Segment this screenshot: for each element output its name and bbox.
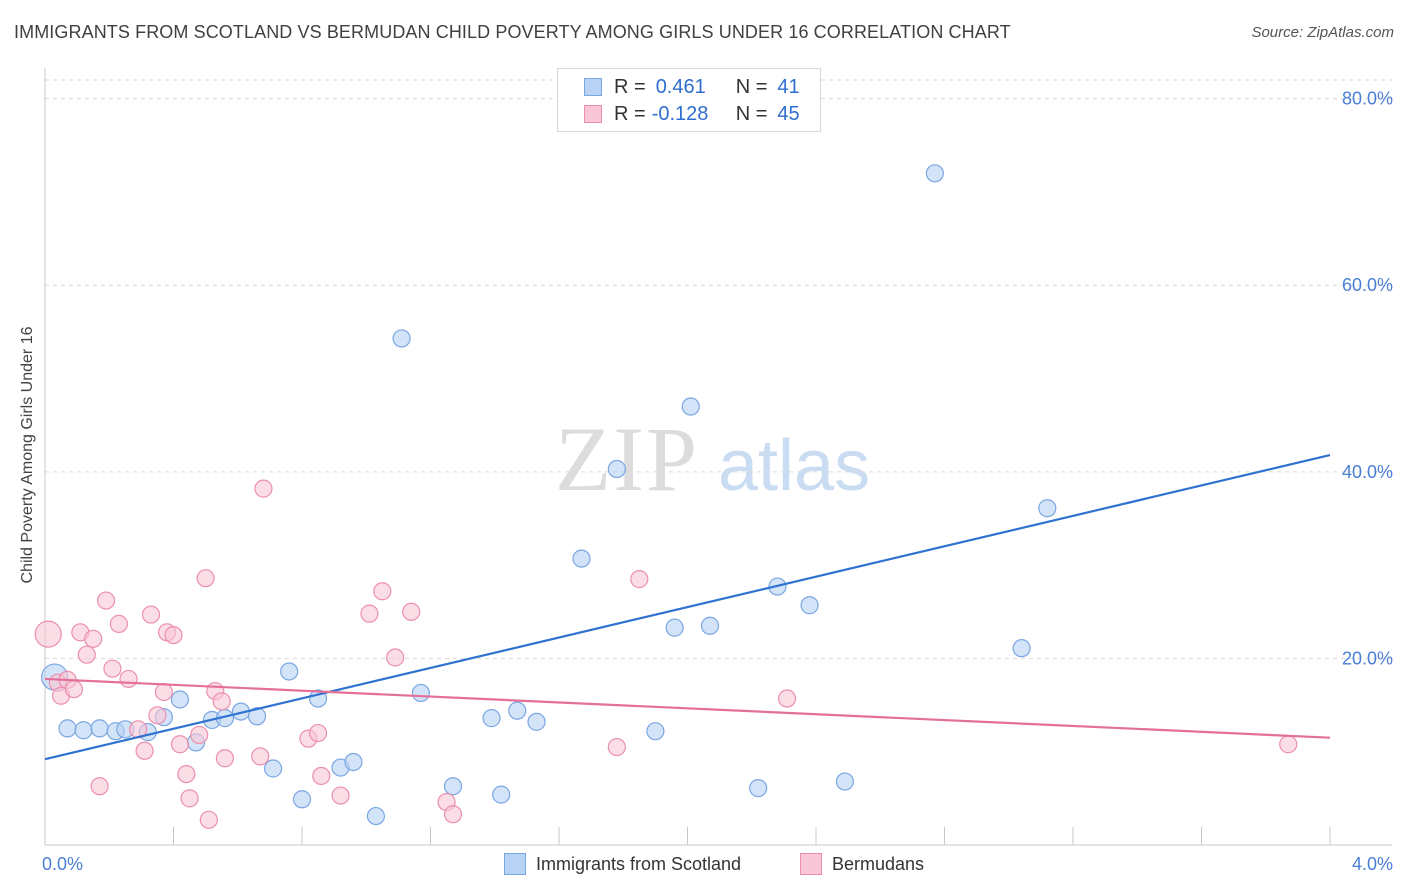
bermudan-point: [1279, 735, 1298, 754]
bermudan-point: [402, 602, 421, 621]
scotland-point: [492, 785, 511, 804]
y-tick-label: 40.0%: [1342, 462, 1393, 482]
bermudan-point: [177, 764, 196, 784]
scotland-point: [344, 752, 363, 772]
scotland-point: [482, 709, 501, 728]
bermudan-point: [331, 786, 350, 805]
scotland-point: [646, 722, 665, 741]
source-label: Source: ZipAtlas.com: [1251, 24, 1394, 41]
scotland-point: [58, 719, 77, 738]
x-tick-label: 0.0%: [42, 854, 83, 874]
scotland-point: [411, 683, 430, 703]
scotland-point: [527, 712, 546, 731]
bermudan-point: [251, 747, 270, 766]
legend-r-value: -0.128: [651, 102, 709, 125]
y-tick-label: 80.0%: [1342, 89, 1393, 109]
bermudan-point: [254, 479, 273, 498]
bermudan-point: [630, 570, 649, 589]
scotland-point: [700, 616, 720, 635]
scotland-point: [247, 707, 267, 726]
bermudan-point: [212, 692, 231, 711]
bermudan-point: [96, 591, 116, 610]
scotland-point: [90, 719, 109, 738]
bermudan-point: [360, 604, 379, 623]
bermudan-point: [170, 735, 190, 754]
legend-row-bermudans: R = -0.128 N = 45: [584, 102, 800, 126]
bermudan-point: [77, 645, 96, 664]
bermudan-point: [199, 810, 218, 829]
bermudan-point: [141, 605, 161, 624]
legend-r-label: R =: [614, 75, 646, 98]
bermudan-point: [34, 620, 62, 648]
scotland-point: [292, 790, 312, 809]
bermudan-point: [180, 789, 199, 808]
bermudan-point: [154, 682, 173, 702]
scotland-point: [800, 596, 819, 615]
bermudan-point: [64, 680, 84, 699]
scotland-point: [835, 772, 855, 791]
bermudan-point: [312, 766, 331, 786]
bermudan-point: [103, 659, 122, 678]
bottom-legend-bermudans: Bermudans: [800, 852, 924, 876]
scotland-point: [749, 778, 768, 798]
scotland-point: [1038, 499, 1057, 518]
bermudan-point: [84, 629, 103, 648]
bermudan-point: [215, 749, 234, 768]
y-tick-label: 60.0%: [1342, 275, 1393, 295]
legend-n-label: N =: [735, 102, 768, 125]
scotland-point: [925, 164, 944, 183]
bermudan-point: [777, 689, 797, 708]
bottom-legend-label-bermudans: Bermudans: [832, 853, 925, 874]
x-tick-label: 4.0%: [1352, 854, 1393, 874]
scotland-point: [1012, 639, 1031, 658]
legend-swatch-pink: [584, 105, 602, 123]
bottom-legend-swatch-pink: [800, 853, 822, 875]
bermudan-point: [443, 805, 463, 824]
scotland-point: [572, 549, 591, 568]
legend-row-scotland: R = 0.461 N = 41: [584, 75, 800, 99]
scotland-point: [607, 459, 626, 479]
scotland-point: [74, 721, 93, 740]
legend-swatch-blue: [584, 78, 602, 96]
scotland-point: [366, 806, 385, 826]
scotland-point: [170, 690, 190, 709]
legend-n-value: 45: [777, 102, 800, 125]
scotland-point: [508, 701, 527, 720]
watermark-zip: ZIP: [555, 408, 699, 510]
bottom-legend-scotland: Immigrants from Scotland: [504, 852, 741, 876]
legend-r-label: R =: [614, 102, 646, 125]
scotland-point: [280, 662, 299, 681]
y-tick-label: 20.0%: [1342, 648, 1393, 668]
bottom-legend-swatch-blue: [504, 853, 526, 875]
scotland-point: [443, 777, 463, 796]
bermudan-point: [148, 706, 167, 725]
legend-n-value: 41: [777, 75, 800, 98]
bermudan-point: [135, 741, 154, 760]
legend-r-value: 0.461: [655, 75, 706, 98]
bermudan-point: [164, 625, 183, 645]
scotland-point: [392, 329, 411, 348]
bermudan-point: [308, 723, 328, 743]
bermudan-point: [373, 582, 392, 601]
chart-title: IMMIGRANTS FROM SCOTLAND VS BERMUDAN CHI…: [14, 22, 1011, 42]
stats-legend: R = 0.461 N = 41 R = -0.128 N = 45: [557, 68, 821, 132]
bermudan-point: [386, 648, 405, 667]
bermudan-point: [90, 777, 109, 796]
scotland-trendline: [44, 453, 1331, 761]
bermudan-trendline: [44, 677, 1331, 739]
scotland-point: [665, 618, 684, 637]
bottom-legend-label-scotland: Immigrants from Scotland: [536, 853, 742, 874]
bermudan-point: [607, 737, 626, 757]
legend-n-label: N =: [735, 75, 768, 98]
bermudan-point: [190, 725, 209, 745]
bermudan-point: [109, 614, 128, 633]
bermudan-point: [196, 569, 215, 588]
watermark-atlas: atlas: [718, 426, 870, 506]
scotland-point: [681, 397, 700, 416]
scotland-point: [263, 759, 283, 778]
bermudan-point: [119, 669, 138, 689]
